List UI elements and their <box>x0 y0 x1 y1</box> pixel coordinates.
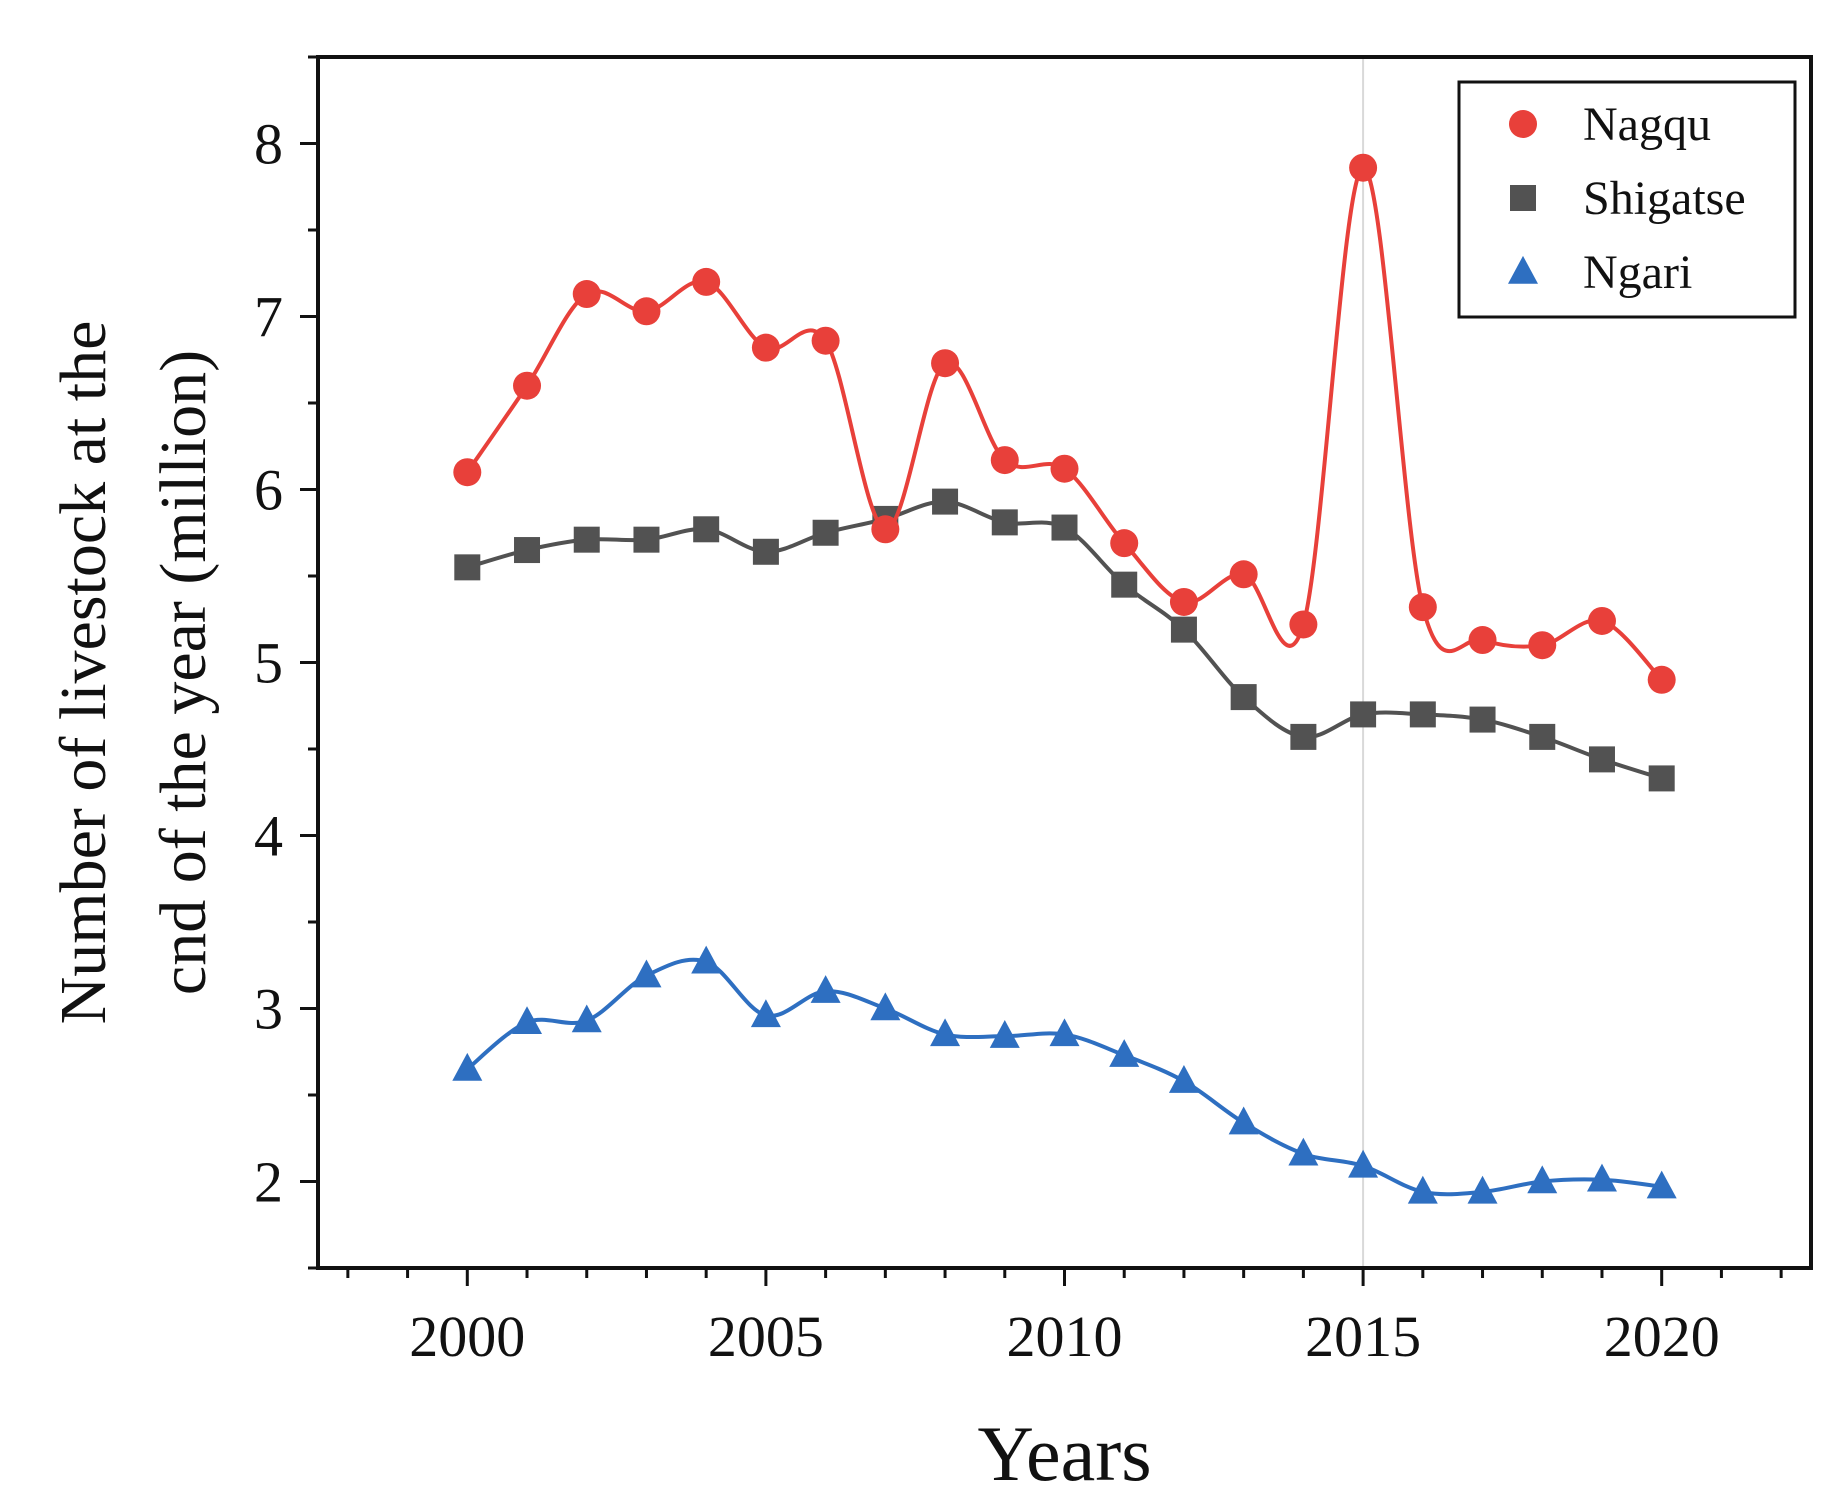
legend-marker-ngari <box>1508 255 1538 284</box>
y-axis-label-line-1: Number of livestock at the <box>47 321 120 1025</box>
data-point-nagqu <box>1468 626 1497 655</box>
legend-marker-shigatse <box>1510 185 1536 211</box>
data-point-ngari <box>1527 1165 1558 1194</box>
data-point-ngari <box>1646 1170 1677 1199</box>
data-point-nagqu <box>632 297 661 326</box>
legend-label-ngari: Ngari <box>1583 246 1692 299</box>
data-point-shigatse <box>1170 616 1197 643</box>
data-point-nagqu <box>1169 587 1198 616</box>
data-point-ngari <box>810 975 841 1003</box>
data-point-ngari <box>1168 1065 1199 1093</box>
data-point-nagqu <box>1587 606 1616 635</box>
series-layer <box>452 153 1677 1204</box>
data-point-ngari <box>1348 1149 1379 1178</box>
data-point-shigatse <box>1648 765 1675 792</box>
data-point-ngari <box>930 1018 961 1047</box>
x-tick-label: 2015 <box>1305 1304 1421 1369</box>
data-point-ngari <box>571 1004 602 1033</box>
legend-item-nagqu: Nagqu <box>1509 98 1711 151</box>
data-point-shigatse <box>514 537 541 564</box>
series-nagqu <box>453 153 1676 694</box>
data-point-nagqu <box>1050 454 1079 483</box>
x-axis-ticks: 2000 2005 2010 2015 2020 <box>346 1268 1783 1369</box>
data-point-nagqu <box>931 349 960 378</box>
x-tick-label: 2005 <box>708 1304 824 1369</box>
legend-item-shigatse: Shigatse <box>1510 172 1746 225</box>
data-point-ngari <box>870 992 901 1021</box>
data-point-shigatse <box>1051 514 1078 541</box>
data-point-shigatse <box>752 538 779 565</box>
data-point-ngari <box>1467 1175 1498 1204</box>
data-point-shigatse <box>1469 706 1496 733</box>
y-tick-label: 7 <box>254 285 283 350</box>
data-point-nagqu <box>1110 529 1139 558</box>
data-point-nagqu <box>990 446 1019 475</box>
x-axis-label: Years <box>977 1410 1151 1497</box>
series-ngari <box>452 945 1677 1204</box>
data-point-nagqu <box>572 280 601 309</box>
data-point-ngari <box>1228 1106 1259 1135</box>
data-point-ngari <box>750 999 781 1028</box>
data-point-ngari <box>989 1020 1020 1048</box>
data-point-nagqu <box>751 333 780 362</box>
legend-marker-nagqu <box>1509 110 1537 138</box>
data-point-nagqu <box>1528 631 1557 660</box>
data-point-ngari <box>512 1006 543 1035</box>
data-point-nagqu <box>1349 153 1378 182</box>
data-point-ngari <box>1288 1137 1319 1166</box>
series-shigatse <box>454 488 1675 792</box>
data-point-ngari <box>1407 1175 1438 1204</box>
data-point-shigatse <box>1111 571 1138 598</box>
data-point-nagqu <box>692 267 721 296</box>
data-point-shigatse <box>1290 723 1317 750</box>
data-point-shigatse <box>633 526 660 553</box>
x-tick-label: 2020 <box>1604 1304 1720 1369</box>
data-point-nagqu <box>1289 610 1318 639</box>
y-tick-label: 2 <box>254 1150 283 1215</box>
data-point-shigatse <box>1588 746 1615 773</box>
data-point-nagqu <box>453 458 482 487</box>
legend-item-ngari: Ngari <box>1508 246 1692 299</box>
data-point-nagqu <box>1229 560 1258 589</box>
data-point-ngari <box>631 959 662 988</box>
data-point-shigatse <box>1350 701 1377 728</box>
data-point-ngari <box>452 1052 483 1081</box>
data-point-shigatse <box>991 509 1018 536</box>
data-point-ngari <box>1586 1163 1617 1192</box>
data-point-shigatse <box>932 488 959 515</box>
data-point-nagqu <box>871 515 900 544</box>
legend-label-shigatse: Shigatse <box>1583 172 1746 225</box>
x-tick-label: 2010 <box>1007 1304 1123 1369</box>
data-point-ngari <box>691 945 722 974</box>
data-point-nagqu <box>811 326 840 355</box>
data-point-nagqu <box>513 371 542 400</box>
data-point-shigatse <box>573 526 600 553</box>
data-point-shigatse <box>693 516 720 543</box>
data-point-nagqu <box>1647 665 1676 694</box>
legend: Nagqu Shigatse Ngari <box>1457 80 1797 319</box>
y-axis-label: Number of livestock at the cnd of the ye… <box>47 321 220 1025</box>
data-point-nagqu <box>1408 593 1437 622</box>
data-point-shigatse <box>812 519 839 546</box>
x-tick-label: 2000 <box>409 1304 525 1369</box>
data-point-shigatse <box>454 554 481 581</box>
data-point-shigatse <box>1230 684 1257 711</box>
y-tick-label: 3 <box>254 977 283 1042</box>
y-axis-ticks: 2 3 4 5 6 7 8 <box>254 55 318 1270</box>
y-tick-label: 4 <box>254 804 283 869</box>
y-tick-label: 6 <box>254 458 283 523</box>
legend-label-nagqu: Nagqu <box>1583 98 1711 151</box>
data-point-shigatse <box>1409 701 1436 728</box>
y-axis-label-line-2: cnd of the year (million) <box>147 350 220 995</box>
y-tick-label: 8 <box>254 112 283 177</box>
y-tick-label: 5 <box>254 631 283 696</box>
data-point-ngari <box>1109 1039 1140 1067</box>
data-point-ngari <box>1049 1018 1080 1047</box>
data-point-shigatse <box>1529 723 1556 750</box>
